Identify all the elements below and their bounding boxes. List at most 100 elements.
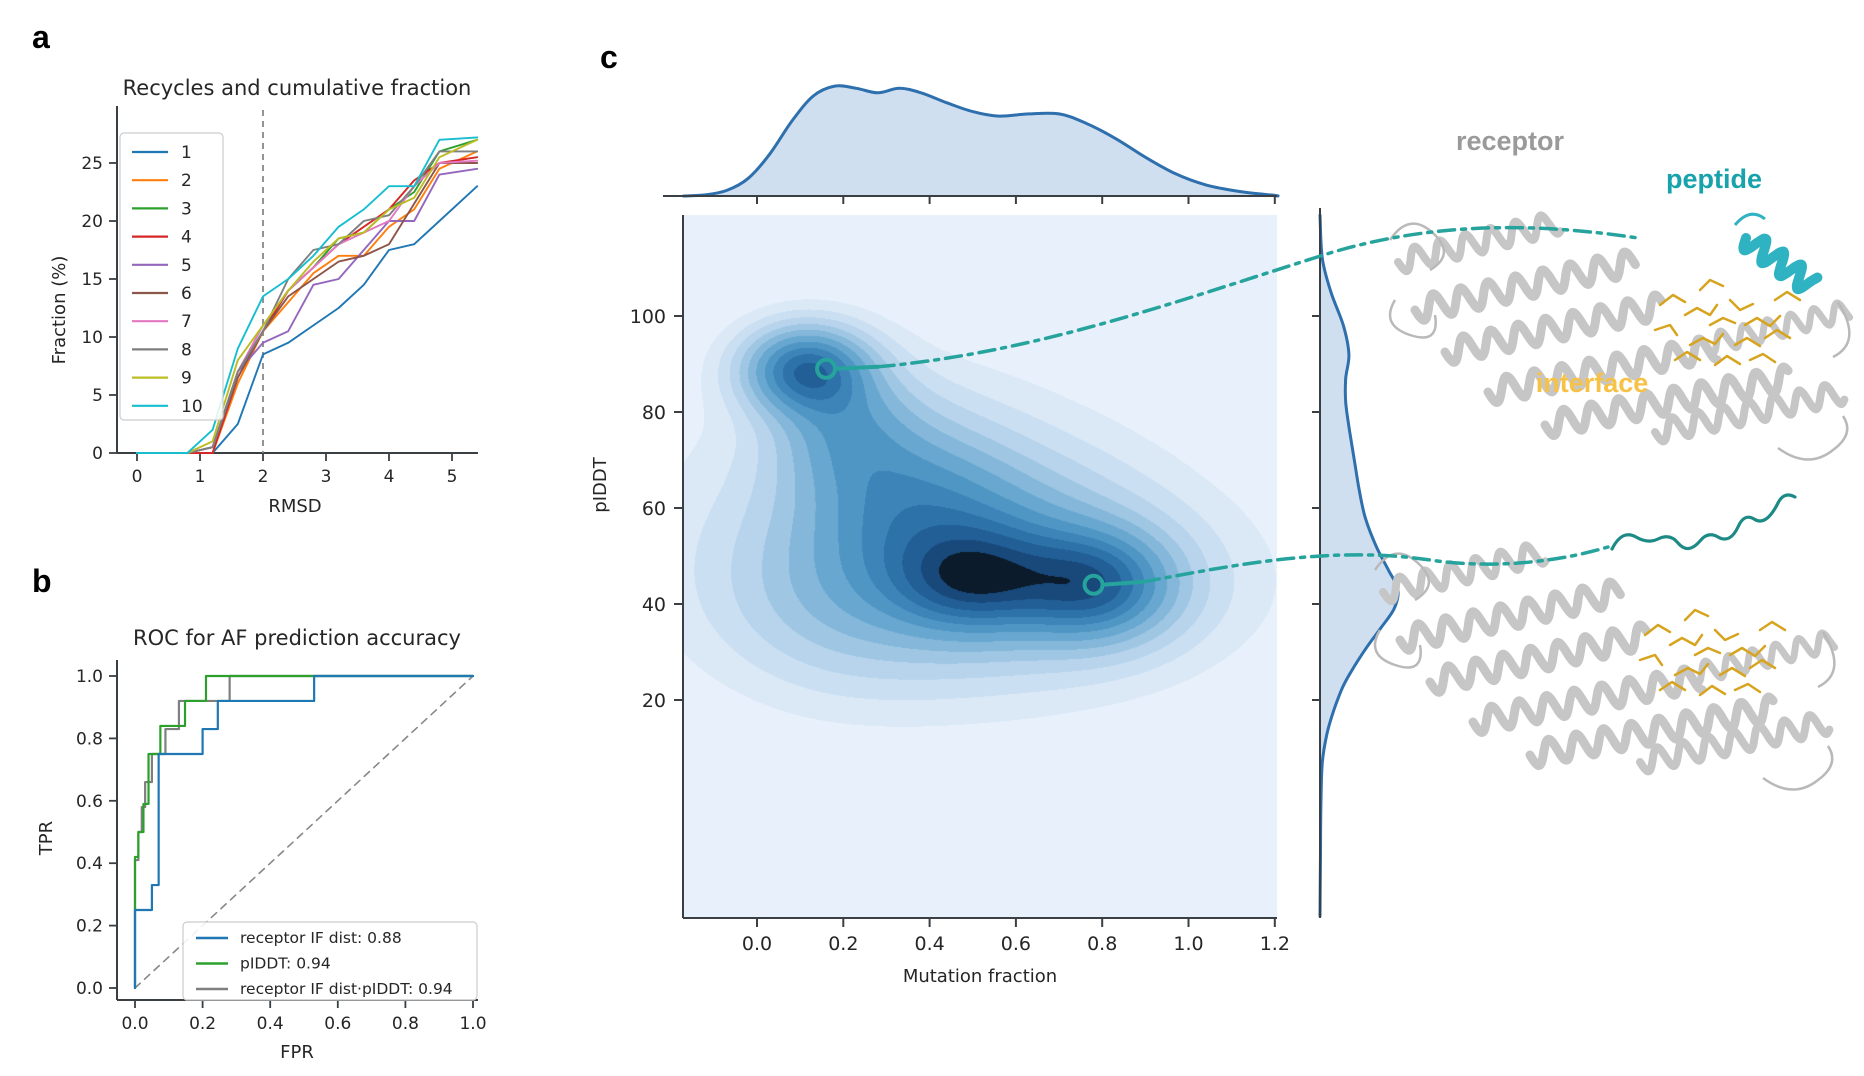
interface-stick <box>1668 633 1704 647</box>
receptor-loop <box>1777 415 1849 461</box>
panel-b-ylabel: TPR <box>36 821 57 856</box>
interface-stick <box>1683 303 1719 317</box>
legend-label: pIDDT: 0.94 <box>240 955 331 973</box>
density-mode-marker <box>815 357 838 380</box>
unbound-complex-structure <box>1373 541 1839 791</box>
panel-c-xlabel: Mutation fraction <box>903 966 1057 987</box>
x-tick-label: 1.2 <box>1260 933 1290 955</box>
chance-diagonal <box>134 675 474 989</box>
panel-b-title: ROC for AF prediction accuracy <box>133 626 461 650</box>
x-tick-label: 0 <box>132 467 143 487</box>
x-tick-label: 4 <box>384 467 395 487</box>
y-tick-label: 0 <box>92 444 103 464</box>
y-tick-label: 25 <box>81 154 103 174</box>
link2-solid-segment <box>1100 579 1146 587</box>
right-marginal-fill <box>1320 215 1399 916</box>
density-mode-marker <box>1082 573 1105 596</box>
panel-a-title: Recycles and cumulative fraction <box>123 76 472 100</box>
x-tick-label: 1.0 <box>459 1014 486 1034</box>
x-tick-label: 0.2 <box>189 1014 216 1034</box>
interface-stick <box>1653 323 1679 337</box>
legend-label: 6 <box>181 284 192 304</box>
link1-solid-segment <box>833 364 881 371</box>
interface-stick <box>1708 316 1737 327</box>
y-tick-label: 10 <box>81 328 103 348</box>
top-marginal-curve <box>682 84 1280 198</box>
legend-box <box>182 921 478 1001</box>
y-tick-label: 20 <box>642 690 666 712</box>
x-tick-label: 0.6 <box>324 1014 351 1034</box>
receptor-helix <box>1651 381 1849 446</box>
link-to-unbound-structure <box>1141 545 1610 584</box>
x-tick-label: 0.8 <box>1087 933 1117 955</box>
legend-label: receptor IF dist: 0.88 <box>240 929 402 947</box>
y-tick-label: 0.2 <box>76 917 103 937</box>
interface-stick <box>1773 290 1802 302</box>
recycle-curve-9 <box>136 138 479 454</box>
receptor-loop <box>1373 629 1422 669</box>
interface-stick <box>1733 336 1762 348</box>
interface-stick <box>1758 620 1787 632</box>
receptor-loop <box>1388 222 1445 272</box>
interface-stick <box>1718 666 1747 678</box>
top-marginal-fill <box>663 85 1279 196</box>
legend-label: 1 <box>181 143 192 163</box>
interface-stick <box>1698 684 1727 697</box>
panel-b-xlabel: FPR <box>280 1042 314 1063</box>
peptide-loop <box>1733 212 1766 226</box>
panel-a-ylabel: Fraction (%) <box>49 256 70 365</box>
peptide-label: peptide <box>1666 164 1762 194</box>
panel-a: a Recycles and cumulative fraction Fract… <box>32 19 479 517</box>
legend-box <box>119 132 224 421</box>
y-tick-label: 5 <box>92 386 103 406</box>
interface-stick <box>1658 293 1687 307</box>
legend-label: 10 <box>181 397 203 417</box>
receptor-loop <box>1832 301 1851 359</box>
interface-stick <box>1733 682 1762 694</box>
x-tick-label: 5 <box>447 467 458 487</box>
panel-c-axes: 0.0 0.2 0.4 0.6 0.8 1.0 1.2 100 80 60 40 20 <box>630 215 1290 955</box>
panel-b-axes: 0.0 0.2 0.4 0.6 0.8 1.0 0.0 0.2 0.4 0.6 0.8 1.0 <box>76 660 487 1034</box>
x-tick-label: 0.0 <box>742 933 772 955</box>
interface-label: interface <box>1536 368 1649 398</box>
interface-stick <box>1688 332 1725 347</box>
legend-label: 2 <box>181 171 192 191</box>
y-tick-label: 20 <box>81 212 103 232</box>
y-tick-label: 0.8 <box>76 729 103 749</box>
link-to-bound-structure <box>876 225 1640 369</box>
interface-stick <box>1693 646 1722 657</box>
interface-stick <box>1643 623 1672 637</box>
receptor-helix <box>1395 577 1625 655</box>
right-marginal-curve <box>1318 213 1400 918</box>
panel-c-ylabel: pIDDT <box>590 456 611 512</box>
x-tick-label: 0.8 <box>392 1014 419 1034</box>
receptor-helix <box>1468 664 1707 737</box>
interface-stick <box>1728 298 1755 312</box>
interface-stick <box>1683 608 1710 622</box>
interface-stick <box>1743 314 1782 328</box>
y-tick-label: 60 <box>642 498 666 520</box>
roc-curve <box>133 674 475 990</box>
recycle-curve-10 <box>136 136 479 454</box>
y-tick-label: 0.6 <box>76 792 103 812</box>
interface-stick <box>1698 278 1725 292</box>
roc-curve <box>133 674 475 990</box>
interface-stick <box>1658 680 1687 692</box>
y-tick-label: 100 <box>630 306 666 328</box>
interface-stick <box>1763 328 1792 340</box>
receptor-helix <box>1540 362 1793 440</box>
legend-label: 4 <box>181 228 192 248</box>
panel-b-series <box>133 674 475 990</box>
interface-stick <box>1713 354 1742 367</box>
y-tick-label: 1.0 <box>76 667 103 687</box>
x-tick-label: 0.6 <box>1001 933 1031 955</box>
interface-stick <box>1713 628 1740 642</box>
x-tick-label: 1 <box>195 467 206 487</box>
panel-c-marginal-distributions <box>663 84 1400 918</box>
y-tick-label: 80 <box>642 402 666 424</box>
receptor-helix <box>1686 629 1839 687</box>
x-tick-label: 0.4 <box>257 1014 284 1034</box>
